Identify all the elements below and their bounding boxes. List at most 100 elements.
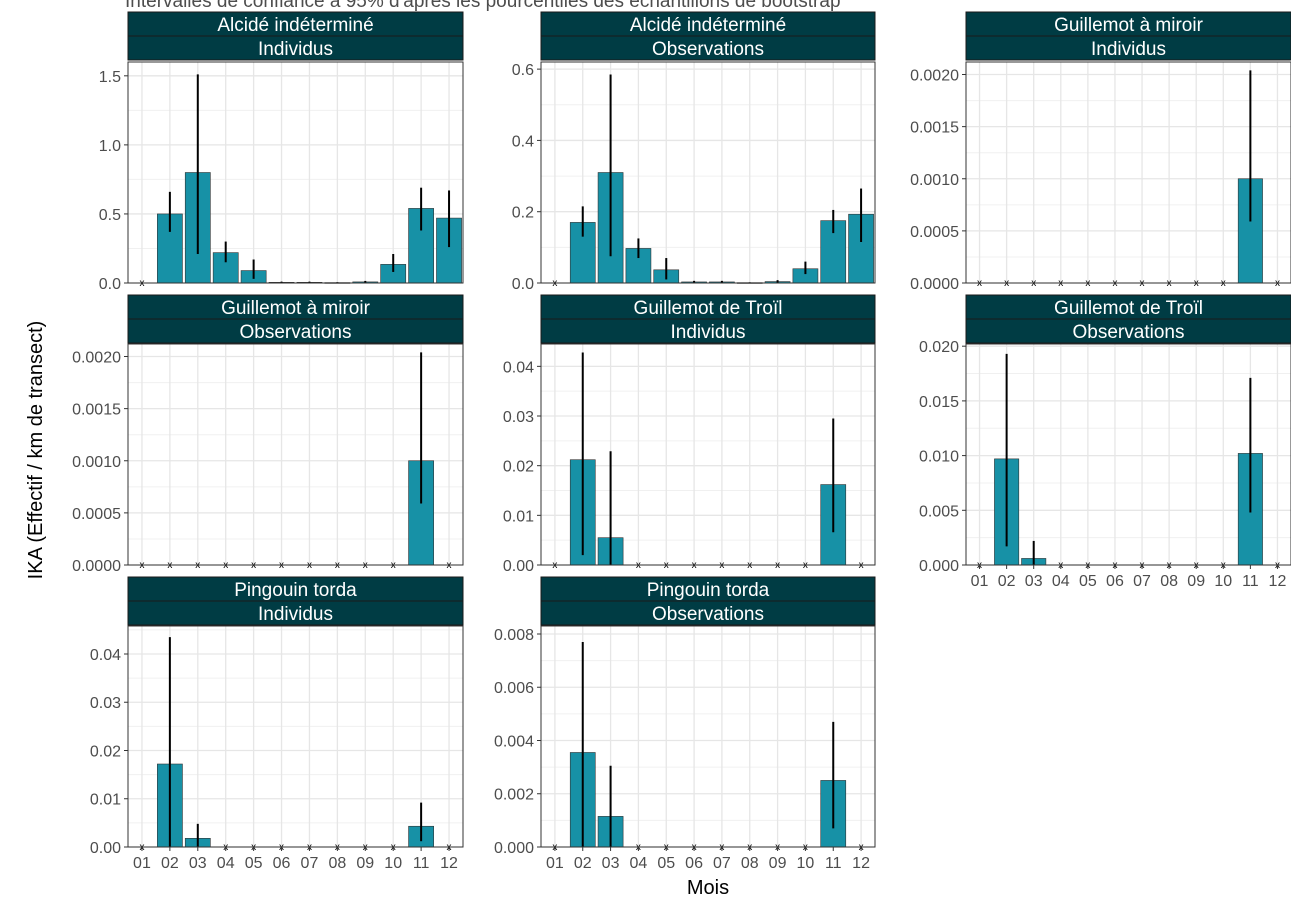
y-tick-label: 0.0 <box>99 276 121 293</box>
panel-background <box>966 344 1291 565</box>
facet-strip-species <box>540 576 876 602</box>
y-tick-label: 0.00 <box>90 840 121 857</box>
x-tick-label: 01 <box>546 855 564 872</box>
facet-strip-measure <box>540 600 876 626</box>
x-tick-label: 02 <box>574 855 592 872</box>
facet-strip-measure <box>965 35 1291 61</box>
facet-strip-species <box>127 576 464 602</box>
x-tick-label: 11 <box>413 855 430 872</box>
y-tick-label: 0.00 <box>503 558 534 575</box>
y-tick-label: 0.010 <box>919 449 959 466</box>
panel-border <box>965 343 1291 566</box>
y-tick-label: 0.002 <box>494 787 534 804</box>
facet-label-species: Pingouin torda <box>234 580 357 601</box>
facet-strip-species <box>127 294 464 320</box>
panel-background <box>541 344 875 565</box>
x-tick-label: 07 <box>713 855 731 872</box>
facet-strip-species <box>540 294 876 320</box>
facet-label-measure: Individus <box>258 604 333 625</box>
y-tick-label: 0.0005 <box>72 506 121 523</box>
panel-border <box>127 343 464 566</box>
facet-label-species: Guillemot de Troïl <box>634 298 783 319</box>
y-axis-title: IKA (Effectif / km de transect) <box>25 321 47 580</box>
x-tick-label: 06 <box>685 855 703 872</box>
chart-caption: Intervalles de confiance à 95% d'après l… <box>125 0 841 12</box>
panel-2: Alcidé indéterminéObservationsx0.00.20.4… <box>512 11 876 293</box>
facet-label-species: Guillemot à miroir <box>1054 15 1204 36</box>
y-tick-label: 0.5 <box>99 207 121 224</box>
y-tick-label: 0.04 <box>503 359 534 376</box>
y-tick-label: 0.0000 <box>910 276 959 293</box>
facet-label-measure: Individus <box>671 322 746 343</box>
facet-label-measure: Observations <box>240 322 352 343</box>
x-tick-label: 01 <box>133 855 151 872</box>
y-tick-label: 0.0010 <box>910 172 959 189</box>
facet-label-species: Guillemot à miroir <box>221 298 371 319</box>
facet-label-species: Alcidé indéterminé <box>217 15 373 36</box>
y-tick-label: 0.0 <box>512 276 534 293</box>
x-tick-label: 06 <box>273 855 291 872</box>
y-tick-label: 0.02 <box>90 743 121 760</box>
x-tick-label: 08 <box>741 855 759 872</box>
panel-background <box>128 62 463 283</box>
panel-border <box>540 625 876 848</box>
y-tick-label: 1.5 <box>99 69 121 86</box>
y-tick-label: 1.0 <box>99 138 121 155</box>
x-tick-label: 04 <box>1052 573 1070 590</box>
y-tick-label: 0.2 <box>512 205 534 222</box>
x-tick-label: 05 <box>1079 573 1097 590</box>
x-tick-label: 08 <box>328 855 346 872</box>
facet-label-measure: Observations <box>652 604 764 625</box>
y-tick-label: 0.0020 <box>910 68 959 85</box>
x-tick-label: 02 <box>161 855 179 872</box>
y-tick-label: 0.03 <box>503 409 534 426</box>
y-tick-label: 0.0015 <box>72 402 121 419</box>
y-tick-label: 0.004 <box>494 733 534 750</box>
x-tick-label: 05 <box>245 855 263 872</box>
panel-background <box>966 62 1291 283</box>
y-tick-label: 0.006 <box>494 680 534 697</box>
facet-label-measure: Observations <box>652 39 764 60</box>
facet-label-species: Alcidé indéterminé <box>630 15 786 36</box>
panel-background <box>541 62 875 283</box>
y-tick-label: 0.005 <box>919 503 959 520</box>
panel-background <box>541 626 875 847</box>
x-tick-label: 04 <box>630 855 648 872</box>
x-tick-label: 10 <box>384 855 402 872</box>
panel-border <box>127 625 464 848</box>
panel-6: Guillemot de TroïlObservationsxxxxxxxxx0… <box>919 294 1291 590</box>
panel-background <box>128 344 463 565</box>
y-tick-label: 0.01 <box>503 508 534 525</box>
x-tick-label: 12 <box>440 855 458 872</box>
y-tick-label: 0.000 <box>494 840 534 857</box>
y-tick-label: 0.6 <box>512 62 534 79</box>
panel-7: Pingouin tordaIndividusxxxxxxxxx0.000.01… <box>90 576 464 872</box>
panel-border <box>965 61 1291 284</box>
facet-strip-measure <box>127 318 464 344</box>
x-tick-label: 12 <box>1269 573 1287 590</box>
facet-strip-measure <box>540 35 876 61</box>
x-tick-label: 06 <box>1106 573 1124 590</box>
facet-label-measure: Individus <box>258 39 333 60</box>
panel-border <box>540 343 876 566</box>
y-tick-label: 0.02 <box>503 459 534 476</box>
y-tick-label: 0.4 <box>512 133 534 150</box>
facet-label-measure: Individus <box>1091 39 1166 60</box>
facet-strip-species <box>965 11 1291 37</box>
y-tick-label: 0.01 <box>90 792 121 809</box>
x-tick-label: 02 <box>998 573 1016 590</box>
facet-strip-species <box>965 294 1291 320</box>
facet-strip-species <box>127 11 464 37</box>
x-tick-label: 01 <box>971 573 989 590</box>
x-tick-label: 10 <box>797 855 815 872</box>
y-tick-label: 0.0020 <box>72 350 121 367</box>
y-tick-label: 0.015 <box>919 394 959 411</box>
x-tick-label: 03 <box>189 855 207 872</box>
y-tick-label: 0.04 <box>90 647 121 664</box>
facet-strip-measure <box>540 318 876 344</box>
x-tick-label: 03 <box>602 855 620 872</box>
